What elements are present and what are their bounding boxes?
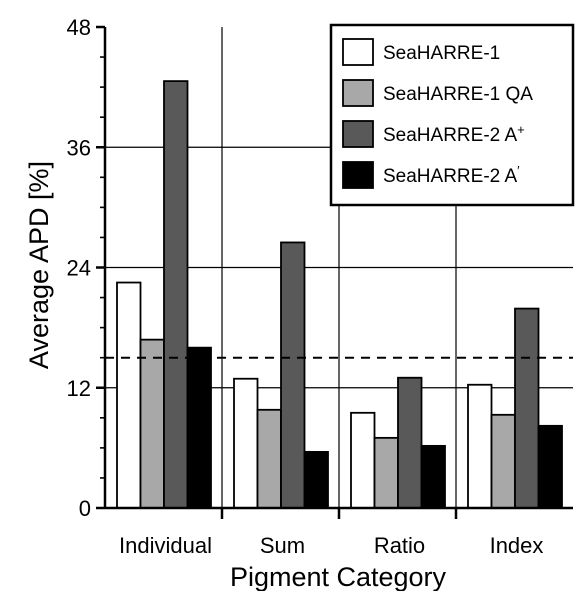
x-tick-label: Individual: [119, 533, 212, 558]
bar: [490, 413, 516, 509]
legend-label: SeaHARRE-2 A+: [383, 122, 525, 146]
bar: [303, 450, 329, 509]
legend-swatch: [342, 120, 374, 148]
bar: [139, 338, 165, 509]
y-tick-label: 12: [67, 376, 91, 401]
bar: [373, 436, 399, 509]
bar: [350, 411, 376, 509]
y-tick-label: 24: [67, 256, 91, 281]
bar: [186, 346, 212, 509]
legend: SeaHARRE-1 SeaHARRE-1 QA SeaHARRE-2 A+ SeaH…: [329, 23, 575, 207]
bar: [256, 408, 282, 509]
legend-items: SeaHARRE-1 SeaHARRE-1 QA SeaHARRE-2 A+ SeaH…: [342, 38, 533, 189]
bar: [116, 281, 142, 509]
bars-layer: [116, 80, 563, 509]
bar: [397, 376, 423, 509]
y-tick-label: 48: [67, 15, 91, 40]
y-axis-title: Average APD [%]: [24, 161, 54, 369]
x-tick-label: Index: [490, 533, 544, 558]
bar: [280, 241, 306, 509]
legend-swatch: [342, 161, 374, 189]
legend-swatch: [342, 38, 374, 66]
legend-label: SeaHARRE-1: [383, 43, 500, 64]
x-tick-label: Ratio: [374, 533, 425, 558]
bar: [163, 80, 189, 509]
bar: [233, 377, 259, 509]
y-tick-label: 36: [67, 135, 91, 160]
x-axis-title: Pigment Category: [230, 562, 447, 591]
legend-swatch: [342, 79, 374, 107]
bar: [514, 307, 540, 509]
bar: [467, 383, 493, 509]
axes-layer: [96, 25, 573, 519]
x-tick-label: Sum: [260, 533, 305, 558]
y-tick-label: 0: [79, 496, 91, 521]
legend-label: SeaHARRE-1 QA: [383, 84, 533, 105]
tick-labels-layer: 0 12 24 36 48 Individual Sum Ratio Index: [67, 15, 544, 558]
bar: [420, 444, 446, 509]
bar: [537, 424, 563, 509]
legend-label: SeaHARRE-2 A′: [383, 163, 520, 187]
